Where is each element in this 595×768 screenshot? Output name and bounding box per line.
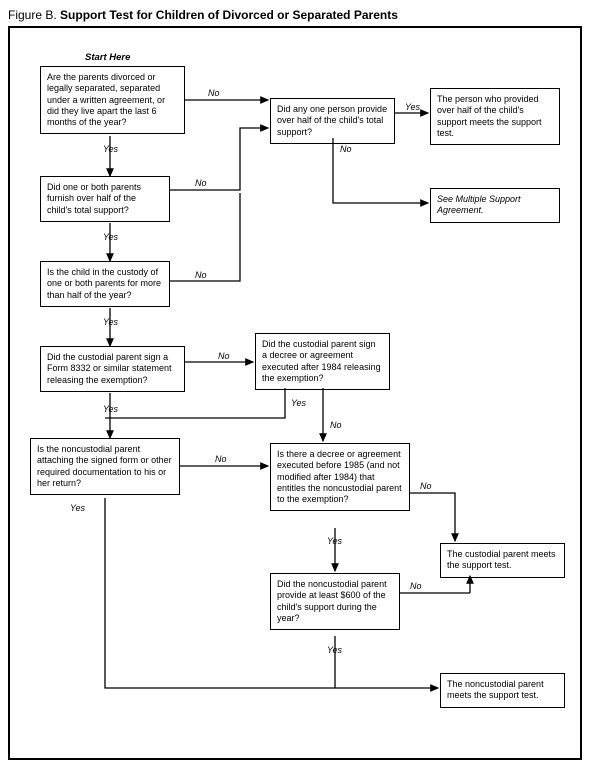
node-q2: Did one or both parents furnish over hal… <box>40 176 170 222</box>
node-r2: See Multiple Support Agreement. <box>430 188 560 223</box>
node-r3: The custodial parent meets the support t… <box>440 543 565 578</box>
start-here-label: Start Here <box>85 52 130 63</box>
node-q7: Did the custodial parent sign a decree o… <box>255 333 390 390</box>
figure-label: Figure B. <box>8 8 57 22</box>
label-yes-4: Yes <box>103 404 118 414</box>
label-no-2: No <box>195 178 207 188</box>
figure-title-text: Support Test for Children of Divorced or… <box>60 8 398 22</box>
label-yes-1: Yes <box>103 144 118 154</box>
label-yes-5: Yes <box>70 503 85 513</box>
node-q9: Did the noncustodial parent provide at l… <box>270 573 400 630</box>
node-r4: The noncustodial parent meets the suppor… <box>440 673 565 708</box>
node-q6: Did any one person provide over half of … <box>270 98 395 144</box>
flowchart-frame: Start Here Are the parents divorced or l… <box>8 26 582 760</box>
label-yes-8: Yes <box>327 536 342 546</box>
label-no-1: No <box>208 88 220 98</box>
node-q4: Did the custodial parent sign a Form 833… <box>40 346 185 392</box>
node-q1: Are the parents divorced or legally sepa… <box>40 66 185 134</box>
label-yes-9: Yes <box>327 645 342 655</box>
label-no-6: No <box>340 144 352 154</box>
label-no-9: No <box>410 581 422 591</box>
figure-title: Figure B. Support Test for Children of D… <box>8 8 587 22</box>
label-yes-3: Yes <box>103 317 118 327</box>
label-no-4: No <box>218 351 230 361</box>
label-yes-6: Yes <box>405 102 420 112</box>
label-no-7: No <box>330 420 342 430</box>
label-yes-7: Yes <box>291 398 306 408</box>
label-no-5: No <box>215 454 227 464</box>
node-q8: Is there a decree or agreement executed … <box>270 443 410 511</box>
label-no-3: No <box>195 270 207 280</box>
label-no-8: No <box>420 481 432 491</box>
node-q3: Is the child in the custody of one or bo… <box>40 261 170 307</box>
node-r1: The person who provided over half of the… <box>430 88 560 145</box>
node-q5: Is the noncustodial parent attaching the… <box>30 438 180 495</box>
label-yes-2: Yes <box>103 232 118 242</box>
